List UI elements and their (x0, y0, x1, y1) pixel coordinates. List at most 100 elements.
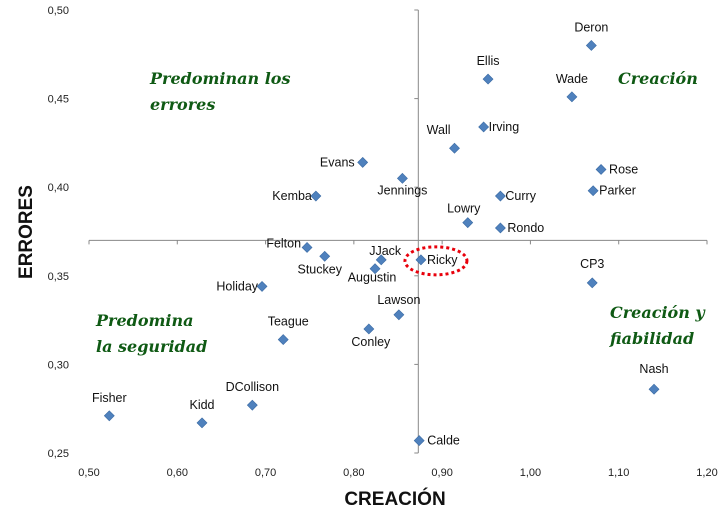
point-marker (393, 309, 405, 321)
data-point-kemba: Kemba (272, 189, 322, 203)
point-label: JJack (369, 244, 402, 258)
data-point-teague: Teague (268, 315, 309, 346)
point-label: Evans (320, 155, 355, 169)
data-point-rose: Rose (595, 162, 638, 176)
data-point-evans: Evans (320, 155, 369, 169)
point-marker (301, 242, 313, 253)
quadrant-label-top-left: Predominan los errores (149, 69, 290, 114)
point-marker (586, 277, 598, 289)
data-point-wade: Wade (556, 72, 588, 103)
point-marker (256, 281, 268, 292)
crosshair-axes (89, 10, 707, 453)
point-marker (478, 121, 490, 133)
point-label: Wade (556, 72, 588, 86)
data-point-rondo: Rondo (494, 221, 544, 235)
data-point-curry: Curry (494, 189, 537, 203)
data-point-holiday: Holiday (216, 279, 268, 293)
quadrant-label-bottom-right: Creación y fiabilidad (609, 303, 706, 348)
y-axis-ticks: 0,25 0,30 0,35 0,40 0,45 0,50 (48, 5, 419, 460)
y-tick-label: 0,25 (48, 448, 69, 460)
point-marker (566, 91, 578, 103)
point-label: Felton (266, 236, 301, 250)
data-points: Deron Ellis Wade Irving Wall Rose Evans Jenning… (92, 20, 669, 447)
point-marker (413, 435, 425, 447)
x-axis-ticks: 0,50 0,60 0,70 0,80 0,90 1,00 1,10 1,20 (78, 240, 718, 479)
data-point-lowry: Lowry (447, 202, 481, 229)
data-point-stuckey: Stuckey (297, 250, 343, 276)
data-point-dcollison: DCollison (226, 380, 280, 411)
point-marker (369, 263, 381, 275)
point-label: Parker (599, 184, 636, 198)
point-label: Curry (505, 189, 536, 203)
point-label: Rose (609, 162, 638, 176)
x-tick-label: 0,70 (255, 467, 276, 479)
data-point-jjack: JJack (369, 244, 402, 266)
point-label: CP3 (580, 257, 604, 271)
point-label: Kidd (189, 398, 214, 412)
point-marker (357, 156, 369, 168)
x-tick-label: 1,00 (520, 467, 541, 479)
point-label: Lowry (447, 202, 481, 216)
y-axis-title: ERRORES (16, 185, 37, 279)
point-marker (462, 217, 474, 229)
x-tick-label: 0,90 (431, 467, 452, 479)
point-marker (277, 334, 289, 346)
point-label: Teague (268, 315, 309, 329)
point-marker (482, 73, 494, 85)
highlight-ellipse (403, 245, 469, 277)
point-label: DCollison (226, 380, 280, 394)
quadrant-labels: Predominan los errores Creación Predomina la… (95, 69, 706, 356)
point-marker (103, 410, 115, 422)
point-marker (310, 190, 322, 202)
x-tick-label: 0,50 (78, 467, 99, 479)
point-label: Stuckey (297, 262, 342, 276)
data-point-jennings: Jennings (377, 172, 427, 197)
data-point-parker: Parker (587, 184, 636, 198)
point-marker (595, 164, 607, 175)
point-marker (375, 254, 387, 266)
data-point-wall: Wall (427, 123, 460, 154)
data-point-ellis: Ellis (477, 54, 500, 85)
data-point-deron: Deron (574, 20, 608, 51)
data-point-cp3: CP3 (580, 257, 604, 289)
y-tick-label: 0,35 (48, 271, 69, 283)
point-marker (246, 399, 258, 411)
point-label: Ricky (427, 253, 458, 267)
data-point-kidd: Kidd (189, 398, 215, 429)
data-point-ricky: Ricky (403, 245, 469, 277)
x-tick-label: 0,60 (167, 467, 188, 479)
data-point-irving: Irving (478, 120, 520, 134)
data-point-augustin: Augustin (348, 263, 396, 285)
x-tick-label: 0,80 (343, 467, 364, 479)
y-tick-label: 0,45 (48, 94, 69, 106)
point-label: Kemba (272, 189, 312, 203)
point-marker (319, 250, 331, 262)
data-point-nash: Nash (639, 362, 669, 395)
data-point-felton: Felton (266, 236, 313, 253)
point-marker (415, 254, 427, 266)
y-tick-label: 0,30 (48, 359, 69, 371)
point-marker (196, 417, 208, 429)
x-tick-label: 1,20 (696, 467, 717, 479)
point-label: Ellis (477, 54, 500, 68)
point-marker (449, 142, 460, 154)
point-label: Jennings (377, 183, 427, 197)
point-label: Conley (351, 335, 391, 349)
y-tick-label: 0,50 (48, 5, 69, 17)
data-point-lawson: Lawson (377, 293, 420, 321)
point-label: Lawson (377, 293, 420, 307)
data-point-conley: Conley (351, 323, 391, 349)
point-label: Wall (427, 123, 451, 137)
point-label: Fisher (92, 391, 127, 405)
point-label: Calde (427, 434, 460, 448)
point-marker (396, 172, 408, 184)
data-point-fisher: Fisher (92, 391, 127, 422)
point-label: Irving (489, 120, 520, 134)
y-tick-label: 0,40 (48, 182, 69, 194)
point-marker (585, 40, 597, 51)
x-tick-label: 1,10 (608, 467, 629, 479)
point-marker (587, 185, 599, 197)
point-marker (494, 222, 506, 234)
point-marker (363, 323, 375, 335)
